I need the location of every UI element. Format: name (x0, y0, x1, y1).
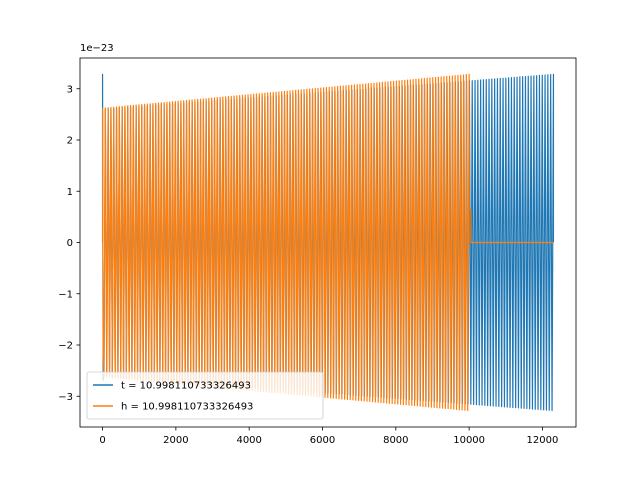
x-axis: 0 2000 4000 6000 8000 10000 12000 (99, 427, 558, 446)
x-tick-label-2: 4000 (236, 435, 261, 446)
x-tick-label-4: 8000 (383, 435, 408, 446)
x-tick-label-0: 0 (99, 435, 105, 446)
y-tick-label-2: −1 (58, 289, 73, 300)
legend-label-h: h = 10.998110733326493 (121, 402, 253, 413)
plot-area (101, 73, 555, 412)
y-axis: −3 −2 −1 0 1 2 3 (58, 84, 80, 403)
x-tick-label-3: 6000 (310, 435, 335, 446)
series-line-1 (101, 73, 554, 412)
x-tick-label-6: 12000 (527, 435, 559, 446)
legend-box (86, 371, 324, 420)
y-tick-label-5: 2 (67, 136, 73, 147)
y-tick-label-1: −2 (58, 341, 73, 352)
y-tick-label-3: 0 (67, 238, 73, 249)
x-tick-label-1: 2000 (163, 435, 188, 446)
legend: t = 10.998110733326493 h = 10.9981107333… (86, 371, 324, 420)
x-tick-label-5: 10000 (453, 435, 485, 446)
y-offset-label: 1e−23 (80, 43, 114, 54)
legend-label-t: t = 10.998110733326493 (121, 381, 251, 392)
y-tick-label-6: 3 (67, 84, 73, 95)
y-tick-label-0: −3 (58, 392, 73, 403)
y-tick-label-4: 1 (67, 187, 73, 198)
